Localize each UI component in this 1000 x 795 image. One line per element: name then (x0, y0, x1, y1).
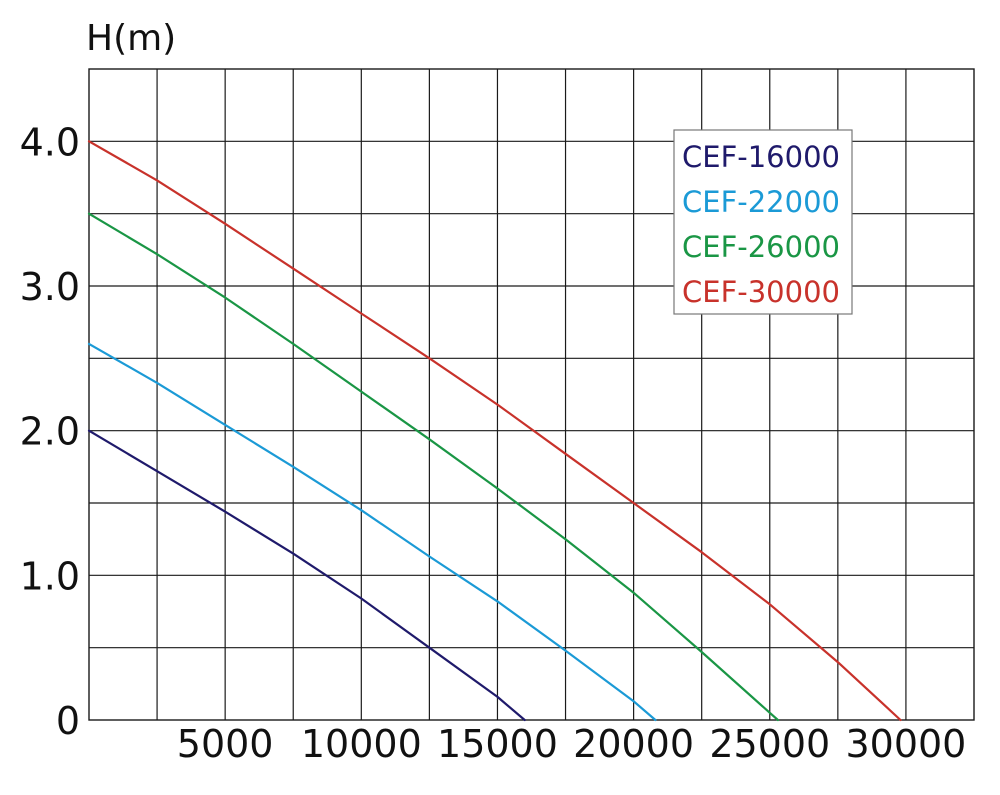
x-tick-label: 30000 (845, 722, 966, 766)
series-lines (87, 140, 902, 722)
x-tick-label: 20000 (573, 722, 694, 766)
legend-entry-cef-26000: CEF-26000 (682, 230, 840, 264)
x-tick-label: 25000 (709, 722, 830, 766)
axes: 5000 10000 15000 20000 25000 30000 0 1.0 2.0 3.0 4… (20, 120, 967, 766)
y-tick-label: 0 (56, 699, 80, 743)
legend: CEF-16000 CEF-22000 CEF-26000 CEF-30000 (673, 129, 853, 315)
y-tick-label: 1.0 (20, 554, 80, 598)
x-tick-label: 5000 (177, 722, 274, 766)
legend-entry-cef-16000: CEF-16000 (682, 140, 840, 174)
y-axis-title: H(m) (86, 18, 176, 59)
series-line-cef-22000 (87, 342, 657, 722)
y-tick-label: 4.0 (20, 120, 80, 164)
legend-entry-cef-30000: CEF-30000 (682, 275, 840, 309)
series-line-cef-16000 (87, 429, 526, 722)
x-tick-label: 15000 (437, 722, 558, 766)
y-tick-label: 3.0 (20, 265, 80, 309)
legend-box (673, 129, 853, 315)
x-tick-label: 10000 (301, 722, 422, 766)
y-tick-label: 2.0 (20, 410, 80, 454)
series-line-cef-30000 (87, 140, 902, 722)
plot-frame (88, 68, 975, 721)
legend-entry-cef-22000: CEF-22000 (682, 185, 840, 219)
series-line-cef-26000 (87, 212, 779, 722)
